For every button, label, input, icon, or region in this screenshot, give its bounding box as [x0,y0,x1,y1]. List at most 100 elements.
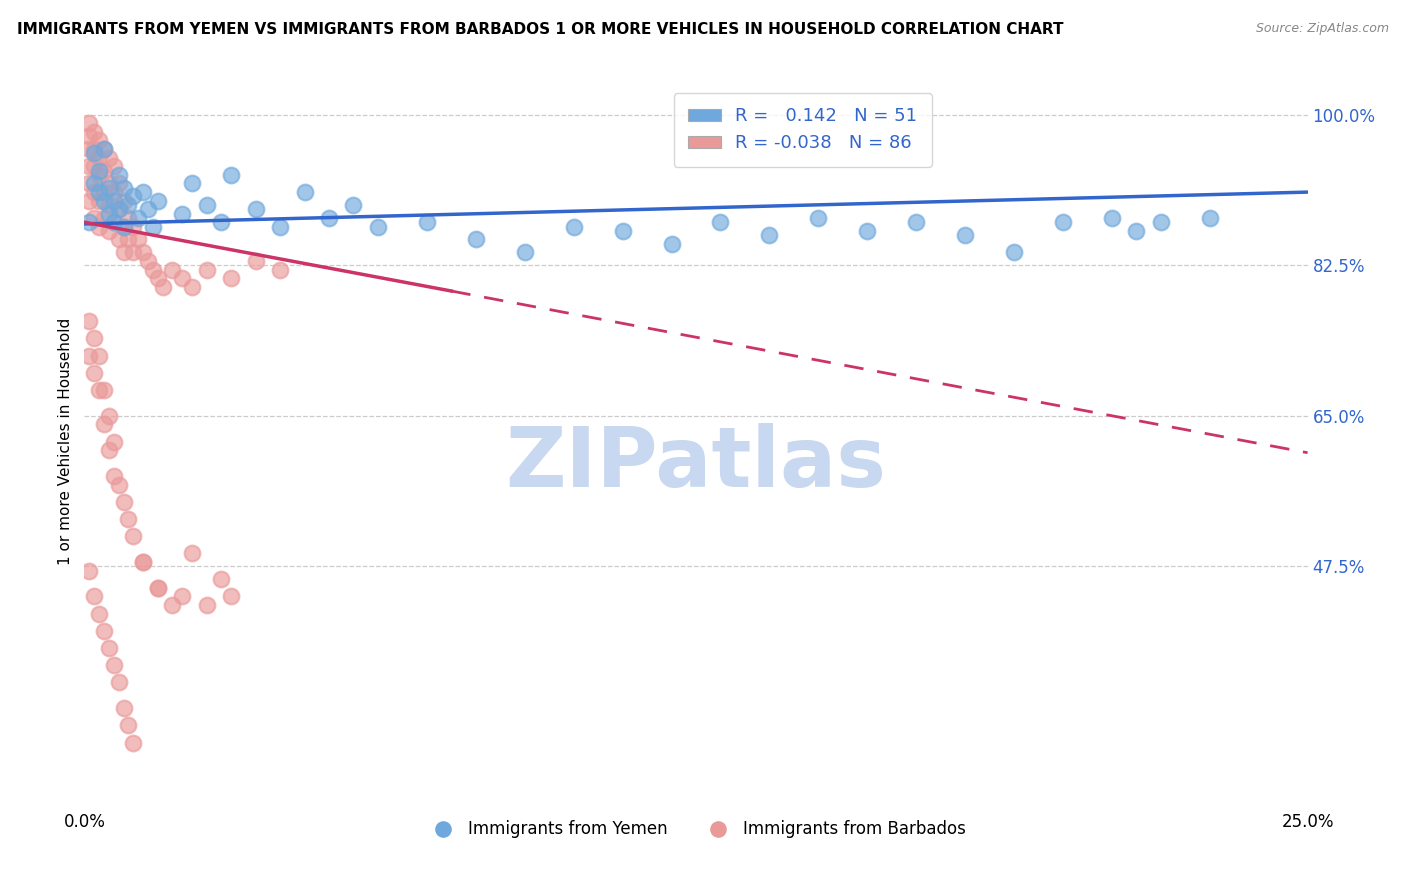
Point [136,202,159,217]
Point [87,219,110,234]
Point [1125,224,1147,238]
Point [1101,211,1123,225]
Point [87,133,110,147]
Point [905,215,928,229]
Point [562,219,585,234]
Point [93,624,115,638]
Point [93,185,115,199]
Point [77,349,100,363]
Point [953,228,976,243]
Point [172,206,194,220]
Point [87,185,110,199]
Point [83,331,105,345]
Point [162,598,184,612]
Point [464,232,486,246]
Point [93,142,115,156]
Point [146,271,169,285]
Point [181,279,204,293]
Point [142,219,165,234]
Point [107,232,129,246]
Point [112,701,135,715]
Point [219,168,242,182]
Point [97,181,120,195]
Point [83,366,105,380]
Point [1198,211,1220,225]
Point [77,129,100,144]
Legend: Immigrants from Yemen, Immigrants from Barbados: Immigrants from Yemen, Immigrants from B… [420,814,972,845]
Point [758,228,780,243]
Point [103,215,125,229]
Point [103,434,125,449]
Point [93,383,115,397]
Point [117,718,139,732]
Point [172,590,194,604]
Point [103,469,125,483]
Point [97,640,120,655]
Point [195,262,218,277]
Point [107,477,129,491]
Point [77,159,100,173]
Point [117,512,139,526]
Point [103,194,125,208]
Point [416,215,439,229]
Point [107,168,129,182]
Point [93,142,115,156]
Point [103,185,125,199]
Point [856,224,879,238]
Point [612,224,634,238]
Point [122,189,145,203]
Point [132,555,155,569]
Point [97,177,120,191]
Point [195,198,218,212]
Point [342,198,364,212]
Point [83,146,105,161]
Point [709,215,731,229]
Point [87,151,110,165]
Point [122,735,145,749]
Point [97,443,120,458]
Point [83,125,105,139]
Point [269,262,291,277]
Point [209,572,232,586]
Point [219,271,242,285]
Text: ZIPatlas: ZIPatlas [506,423,886,504]
Point [112,181,135,195]
Point [87,194,110,208]
Point [209,215,232,229]
Point [77,215,100,229]
Point [87,383,110,397]
Point [112,245,135,260]
Point [195,598,218,612]
Point [87,349,110,363]
Point [294,185,316,199]
Point [367,219,389,234]
Point [181,177,204,191]
Point [83,185,105,199]
Point [83,177,105,191]
Point [513,245,536,260]
Text: Source: ZipAtlas.com: Source: ZipAtlas.com [1256,22,1389,36]
Point [97,198,120,212]
Point [122,529,145,543]
Point [172,271,194,285]
Point [87,168,110,182]
Point [87,163,110,178]
Point [112,194,135,208]
Point [83,142,105,156]
Point [245,254,267,268]
Point [117,232,139,246]
Point [132,555,155,569]
Point [162,262,184,277]
Text: IMMIGRANTS FROM YEMEN VS IMMIGRANTS FROM BARBADOS 1 OR MORE VEHICLES IN HOUSEHOL: IMMIGRANTS FROM YEMEN VS IMMIGRANTS FROM… [17,22,1063,37]
Point [1150,215,1173,229]
Point [245,202,267,217]
Point [93,163,115,178]
Point [97,206,120,220]
Point [146,581,169,595]
Point [132,185,155,199]
Point [142,262,165,277]
Point [112,219,135,234]
Point [661,236,683,251]
Point [122,219,145,234]
Point [112,219,135,234]
